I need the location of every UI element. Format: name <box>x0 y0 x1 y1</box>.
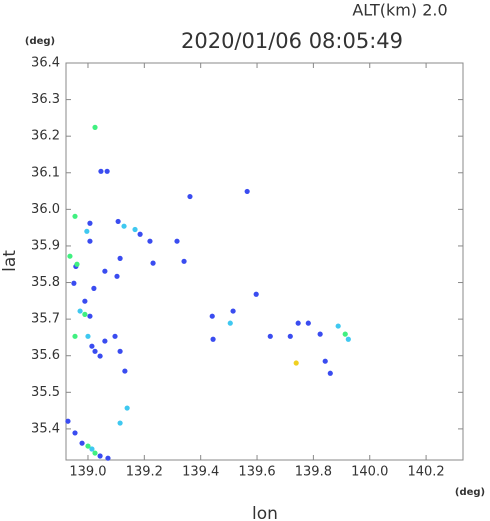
echo-point <box>87 238 93 244</box>
echo-point <box>92 124 98 130</box>
echo-point <box>115 218 121 225</box>
echo-point <box>105 455 111 461</box>
echo-point <box>317 331 323 337</box>
echo-point <box>295 320 301 326</box>
echo-point <box>210 336 216 342</box>
x-axis-label: lon <box>252 504 278 521</box>
x-tick-label: 139.0 <box>69 465 106 480</box>
echo-point <box>91 285 97 291</box>
y-tick-label: 35.9 <box>31 238 60 253</box>
x-unit: (deg) <box>455 487 485 498</box>
echo-point <box>72 213 78 219</box>
echo-point <box>98 168 104 174</box>
y-tick-label: 35.6 <box>31 348 60 363</box>
y-tick-label: 36.3 <box>31 92 60 107</box>
chart-title: 2020/01/06 08:05:49 <box>181 29 403 53</box>
x-tick-label: 139.8 <box>295 465 332 480</box>
echo-point <box>137 231 143 237</box>
echo-point <box>82 311 88 317</box>
echo-point <box>72 430 78 436</box>
echo-point <box>97 453 103 459</box>
x-tick-label: 140.0 <box>351 465 388 480</box>
echo-point <box>335 323 341 329</box>
echo-point <box>79 440 85 446</box>
echo-point <box>121 223 127 229</box>
echo-point <box>74 261 80 267</box>
echo-point <box>89 446 95 452</box>
echo-point <box>92 450 98 456</box>
y-tick-label: 35.7 <box>31 312 60 327</box>
echo-point <box>85 443 91 449</box>
x-tick-label: 140.2 <box>407 465 444 480</box>
echo-point <box>209 313 215 319</box>
echo-point <box>181 258 187 264</box>
echo-point <box>322 358 328 364</box>
echo-point <box>124 405 130 411</box>
echo-point <box>147 238 153 244</box>
echo-point <box>117 348 123 354</box>
y-tick-label: 35.4 <box>31 421 60 436</box>
echo-point <box>114 273 120 279</box>
echo-point <box>87 220 93 226</box>
echo-point <box>305 320 311 326</box>
echo-point <box>293 360 299 366</box>
echo-point <box>85 333 91 339</box>
echo-point <box>104 168 110 174</box>
echo-point <box>102 268 108 274</box>
y-unit: (deg) <box>25 36 55 47</box>
x-tick-label: 139.4 <box>182 465 219 480</box>
y-tick-label: 36.4 <box>31 56 60 71</box>
echo-point <box>82 298 88 304</box>
echo-point <box>117 420 123 426</box>
echo-point <box>72 333 78 339</box>
echo-point <box>132 226 138 233</box>
echo-point <box>84 228 90 234</box>
echo-point <box>230 308 236 314</box>
echo-point <box>92 348 98 354</box>
echo-point <box>102 338 108 344</box>
echo-point <box>77 308 83 314</box>
echo-point <box>253 291 259 297</box>
echo-point <box>122 368 128 374</box>
echo-point <box>89 343 95 349</box>
echo-point <box>67 253 73 259</box>
echo-point <box>71 280 77 286</box>
echo-point <box>174 238 180 244</box>
y-tick-label: 35.5 <box>31 385 60 400</box>
echo-point <box>287 333 293 339</box>
echo-point <box>65 418 71 424</box>
echo-point <box>327 370 333 376</box>
echo-point <box>112 333 118 339</box>
altitude-label: ALT(km) 2.0 <box>352 1 447 20</box>
echo-point <box>244 188 250 195</box>
echo-point <box>227 320 233 326</box>
y-tick-label: 36.1 <box>31 165 60 180</box>
echo-point <box>342 331 348 337</box>
y-axis-label: lat <box>0 250 20 272</box>
x-tick-label: 139.2 <box>126 465 163 480</box>
plot-frame <box>65 62 464 461</box>
y-tick-label: 35.8 <box>31 275 60 290</box>
echo-point <box>87 313 93 319</box>
echo-point <box>267 333 273 339</box>
y-tick-label: 36.0 <box>31 202 60 217</box>
echo-point <box>117 255 123 261</box>
echo-point <box>150 260 156 266</box>
echo-point <box>187 193 193 200</box>
echo-point <box>97 353 103 359</box>
echo-point <box>345 336 351 342</box>
y-tick-label: 36.2 <box>31 129 60 144</box>
x-tick-label: 139.6 <box>238 465 275 480</box>
